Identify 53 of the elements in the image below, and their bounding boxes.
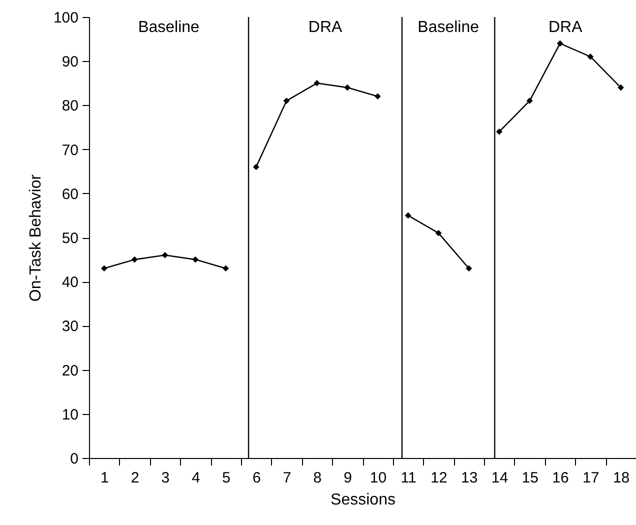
x-tick-label: 2 [130,470,140,486]
x-tick-label: 15 [522,470,538,486]
point [618,84,624,91]
point [404,212,412,219]
x-tick-label: 5 [222,470,230,486]
y-tick-label: 80 [62,98,78,115]
point [222,265,229,272]
x-tick-label: 8 [313,470,322,486]
point [131,256,138,263]
y-tick-label: 40 [62,274,78,292]
x-tick-label: 3 [161,470,170,486]
point [101,265,108,272]
annotation: Baseline [418,19,480,36]
x-tick-label: 18 [612,470,630,486]
x-tick-label: 17 [582,470,600,486]
x-tick-label: 13 [461,470,478,486]
point [344,84,350,91]
point [526,98,533,104]
annotation: Baseline [138,19,200,36]
y-tick-label: 30 [62,318,78,336]
y-tick-label: 100 [53,10,78,26]
point [435,230,442,236]
y-tick-label: 20 [62,362,78,380]
point [162,252,168,258]
point [496,128,502,135]
y-tick-label: 10 [62,406,78,424]
x-tick-label: 12 [430,470,448,486]
x-tick-label: 4 [192,470,200,486]
point [252,164,260,170]
x-tick-label: 10 [370,470,387,486]
point [374,93,381,100]
x-tick-label: 7 [282,470,292,486]
point [587,54,594,60]
y-axis-title: On-Task Behavior [27,174,44,302]
x-tick-label: 1 [100,470,109,486]
x-tick-label: 16 [552,470,569,486]
x-axis-title: Sessions [330,492,396,508]
y-tick-label: 90 [62,54,78,71]
x-tick-label: 11 [400,470,416,486]
point [314,80,320,86]
y-tick-label: 0 [70,450,78,468]
point [466,265,472,272]
point [192,256,199,263]
y-tick-label: 50 [62,230,78,247]
point [283,98,290,104]
x-tick-label: 6 [252,470,261,486]
point [556,40,564,47]
x-tick-label: 14 [491,470,508,486]
annotation: DRA [548,19,583,36]
y-tick-label: 60 [62,186,78,203]
annotation: DRA [308,19,342,36]
y-tick-label: 70 [62,142,78,159]
x-tick-label: 9 [344,470,352,486]
